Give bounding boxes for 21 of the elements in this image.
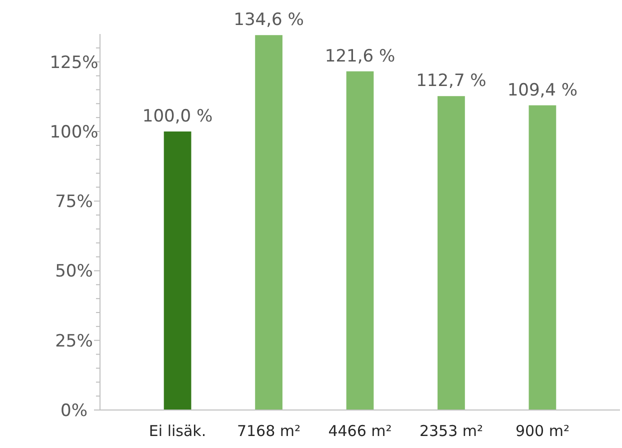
x-tick-label: 2353 m² (419, 422, 484, 440)
data-label: 134,6 % (234, 10, 304, 30)
x-tick-label: Ei lisäk. (148, 422, 206, 440)
y-tick-label: 125% (50, 52, 98, 73)
y-tick-label: 50% (55, 262, 93, 282)
bar (164, 131, 192, 410)
y-tick-label: 0% (60, 400, 88, 421)
bar (255, 35, 282, 410)
bar (346, 71, 374, 410)
bar (438, 96, 465, 410)
data-label: 100,0 % (142, 106, 213, 126)
x-tick-label: 900 m² (515, 422, 570, 440)
y-tick-label: 25% (55, 331, 93, 352)
data-label: 112,7 % (416, 71, 486, 92)
x-tick-label: 7168 m² (236, 422, 301, 440)
y-tick-label: 100% (50, 122, 98, 142)
data-label: 109,4 % (507, 80, 578, 100)
x-tick-label: 4466 m² (328, 422, 392, 440)
bar (528, 105, 556, 410)
data-label: 121,6 % (324, 46, 396, 66)
y-tick-label: 75% (55, 192, 93, 212)
